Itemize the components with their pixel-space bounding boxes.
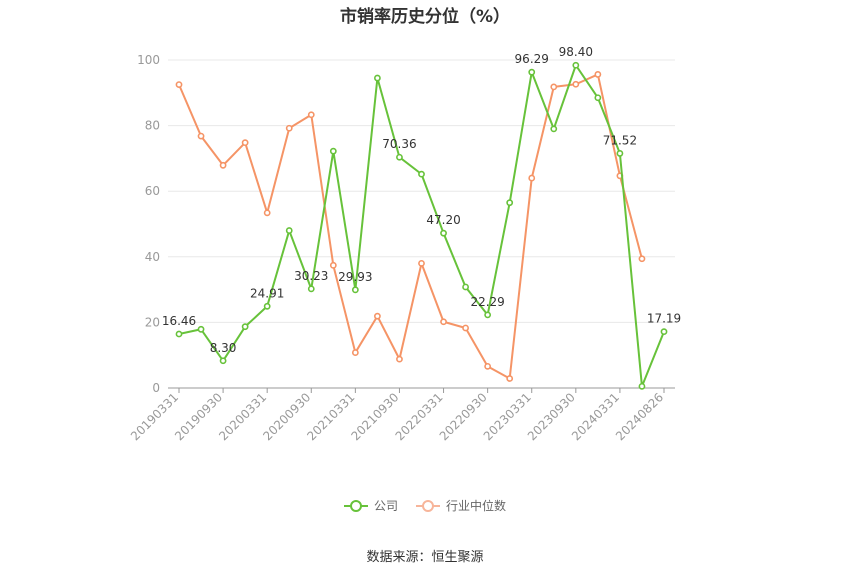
data-label: 29.93 [338,270,372,284]
legend-marker-industry-icon [416,499,440,513]
legend-marker-company-icon [343,499,368,513]
data-point-company [241,323,249,331]
data-label: 70.36 [382,137,416,151]
data-point-industry [329,261,337,269]
y-tick-label: 60 [145,184,160,198]
data-point-company [175,330,183,338]
data-point-industry [638,255,646,263]
data-point-industry [307,111,315,119]
data-point-company [594,94,602,102]
data-point-industry [572,80,580,88]
legend-label-company: 公司 [373,499,398,513]
data-point-industry [550,83,558,91]
data-point-industry [197,132,205,140]
data-point-company [440,229,447,237]
data-point-company [572,61,580,69]
data-label: 47.20 [426,213,460,227]
chart-title: 市销率历史分位（%） [339,7,511,27]
data-point-company [307,285,315,293]
data-point-company [263,302,271,310]
data-point-company [418,170,425,178]
data-source: 数据来源：恒生聚源 [366,550,484,565]
data-point-industry [241,139,249,147]
y-tick-label: 100 [137,53,160,67]
data-point-industry [462,324,469,332]
data-point-industry [351,349,359,356]
data-point-company [219,357,227,365]
data-label: 22.29 [470,295,504,309]
data-point-company [285,227,293,234]
data-point-company [506,199,514,207]
data-point-industry [594,71,602,78]
series-line-industry [178,73,643,380]
data-point-company [484,311,492,319]
data-label: 71.52 [603,133,637,147]
data-point-industry [418,259,425,267]
y-tick-label: 80 [145,119,160,133]
y-tick-label: 40 [145,250,160,264]
data-point-industry [440,318,447,326]
line-chart: 0204060801002019033120190930202003312020… [128,45,681,443]
data-point-industry [484,362,492,370]
legend-label-industry: 行业中位数 [446,499,507,513]
data-point-company [660,328,668,336]
data-point-industry [175,81,183,88]
data-label: 30.23 [294,269,328,283]
x-tick-label: 20240826 [613,390,666,443]
data-point-company [616,150,624,157]
data-point-industry [219,161,227,169]
data-point-company [638,382,646,390]
series-line-company [178,64,665,388]
data-label: 16.46 [162,314,196,328]
data-point-company [396,153,403,161]
data-label: 24.91 [250,286,284,300]
data-point-industry [506,375,514,382]
data-label: 17.19 [647,312,681,326]
data-point-company [550,125,558,133]
data-point-company [329,147,337,155]
y-tick-label: 20 [145,315,160,329]
chart-legend: 公司 行业中位数 [0,497,850,514]
data-point-company [197,325,205,333]
data-point-industry [396,355,403,363]
legend-item-company[interactable]: 公司 [343,497,398,514]
y-tick-label: 0 [152,381,160,395]
data-point-industry [285,124,293,132]
data-point-industry [263,209,271,217]
data-label: 96.29 [515,52,549,66]
data-point-company [528,68,536,76]
data-label: 8.30 [210,341,237,355]
legend-item-industry[interactable]: 行业中位数 [416,497,506,514]
data-point-company [374,74,381,82]
data-point-industry [374,312,381,320]
data-point-company [462,283,469,291]
data-point-industry [528,174,536,182]
data-point-company [351,286,359,294]
data-label: 98.40 [559,45,593,59]
